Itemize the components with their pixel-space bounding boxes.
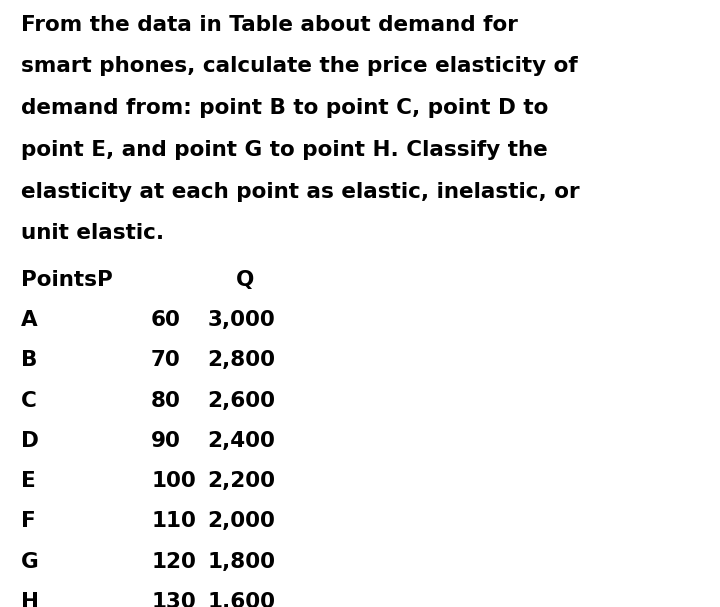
Text: 60: 60 bbox=[151, 310, 181, 330]
Text: 2,200: 2,200 bbox=[207, 471, 275, 491]
Text: 2,800: 2,800 bbox=[207, 350, 275, 370]
Text: PointsP: PointsP bbox=[21, 270, 113, 290]
Text: 70: 70 bbox=[151, 350, 181, 370]
Text: E: E bbox=[21, 471, 36, 491]
Text: F: F bbox=[21, 511, 36, 531]
Text: 1,600: 1,600 bbox=[207, 592, 275, 607]
Text: A: A bbox=[21, 310, 37, 330]
Text: 130: 130 bbox=[151, 592, 196, 607]
Text: 2,400: 2,400 bbox=[207, 431, 275, 451]
Text: 2,000: 2,000 bbox=[207, 511, 275, 531]
Text: elasticity at each point as elastic, inelastic, or: elasticity at each point as elastic, ine… bbox=[21, 181, 580, 202]
Text: Q: Q bbox=[235, 270, 253, 290]
Text: point E, and point G to point H. Classify the: point E, and point G to point H. Classif… bbox=[21, 140, 548, 160]
Text: G: G bbox=[21, 552, 39, 572]
Text: unit elastic.: unit elastic. bbox=[21, 223, 164, 243]
Text: 80: 80 bbox=[151, 391, 181, 410]
Text: 100: 100 bbox=[151, 471, 196, 491]
Text: demand from: point B to point C, point D to: demand from: point B to point C, point D… bbox=[21, 98, 549, 118]
Text: smart phones, calculate the price elasticity of: smart phones, calculate the price elasti… bbox=[21, 56, 578, 76]
Text: 120: 120 bbox=[151, 552, 196, 572]
Text: B: B bbox=[21, 350, 37, 370]
Text: 110: 110 bbox=[151, 511, 196, 531]
Text: C: C bbox=[21, 391, 37, 410]
Text: 3,000: 3,000 bbox=[207, 310, 275, 330]
Text: D: D bbox=[21, 431, 39, 451]
Text: 90: 90 bbox=[151, 431, 181, 451]
Text: 1,800: 1,800 bbox=[207, 552, 275, 572]
Text: From the data in Table about demand for: From the data in Table about demand for bbox=[21, 15, 518, 35]
Text: H: H bbox=[21, 592, 39, 607]
Text: 2,600: 2,600 bbox=[207, 391, 275, 410]
